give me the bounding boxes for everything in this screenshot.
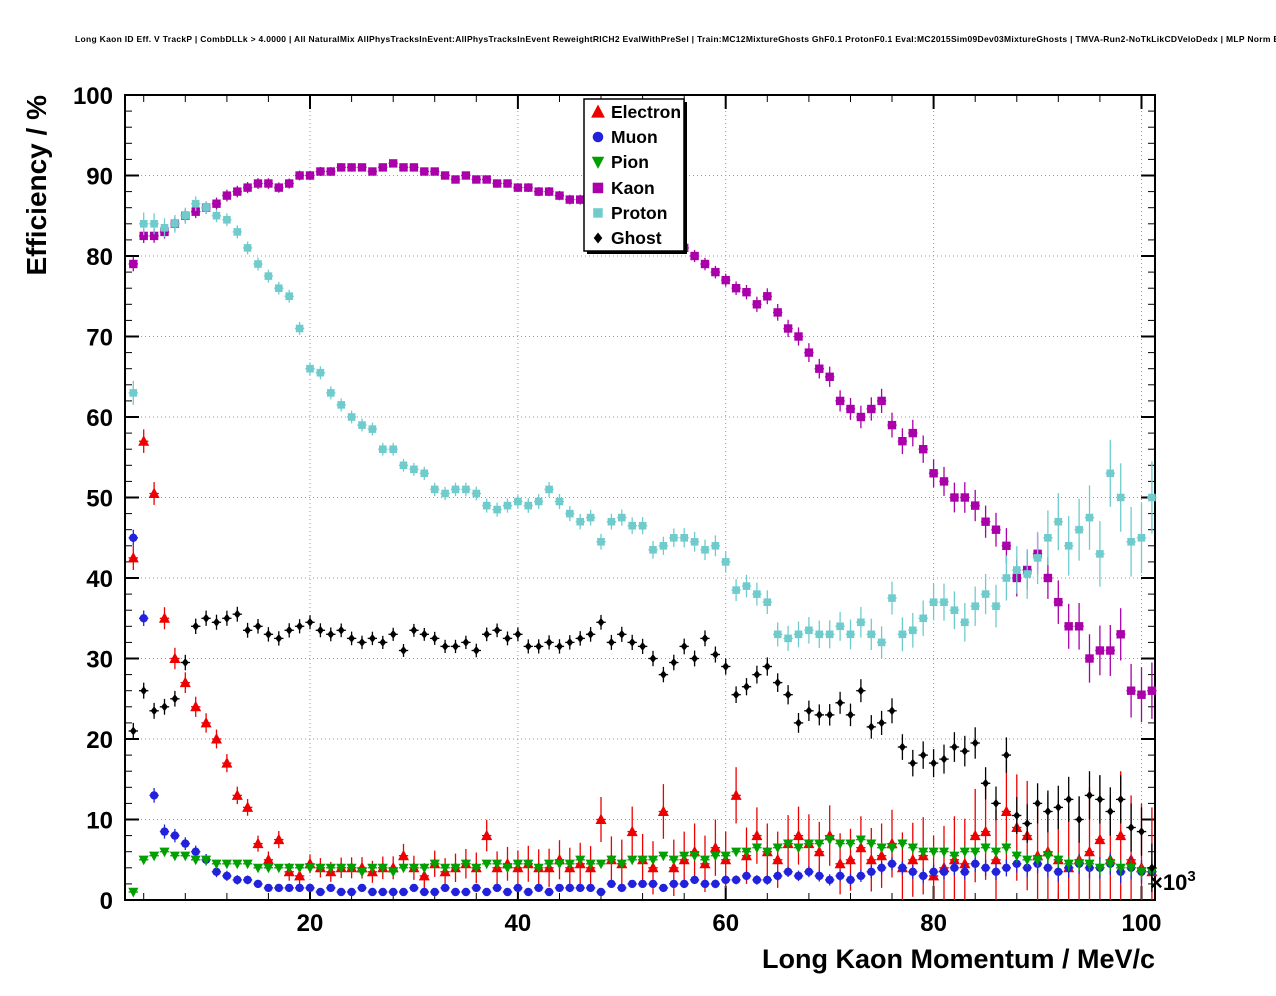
series-proton: [128, 196, 1157, 659]
plot-title: Long Kaon ID Eff. V TrackP | CombDLLk > …: [75, 34, 1276, 44]
data-series: [127, 159, 1158, 900]
y-tick-label: 90: [86, 164, 113, 191]
proton-marker-icon: [593, 208, 603, 218]
legend-box: Electron Muon Pion Kaon Proton Ghost: [583, 98, 687, 254]
legend-label-electron: Electron: [611, 102, 681, 122]
x-tick-label: 80: [920, 910, 947, 937]
legend-entry-proton: Proton: [593, 203, 667, 223]
electron-marker-icon: [591, 104, 605, 118]
y-tick-label: 60: [86, 405, 113, 432]
legend-label-pion: Pion: [611, 152, 649, 172]
legend-entry-muon: Muon: [592, 127, 658, 147]
pion-marker-icon: [591, 156, 605, 169]
series-pion: [128, 835, 1157, 898]
x-axis-label: Long Kaon Momentum / MeV/c: [762, 944, 1155, 974]
y-tick-label: 100: [73, 83, 113, 110]
y-tick-label: 30: [86, 647, 113, 674]
y-tick-label: 70: [86, 325, 113, 352]
legend-label-ghost: Ghost: [611, 228, 662, 248]
legend-frame: [583, 98, 685, 252]
kaon-marker-icon: [592, 182, 604, 194]
x-tick-label: 20: [297, 910, 324, 937]
legend-entry-pion: Pion: [591, 152, 649, 172]
legend-label-proton: Proton: [611, 203, 667, 223]
y-tick-label: 40: [86, 566, 113, 593]
y-tick-label: 10: [86, 808, 113, 835]
series-ghost: [128, 606, 1157, 892]
y-tick-label: 80: [86, 244, 113, 271]
series-muon: [128, 529, 1157, 897]
y-tick-label: 0: [100, 888, 113, 915]
legend-label-muon: Muon: [611, 127, 658, 147]
legend-entry-electron: Electron: [591, 102, 681, 122]
y-tick-label: 20: [86, 727, 113, 754]
axis-tick-labels: 0 10 20 30 40 50 60 70 80 90 100 20 40 60 80 100: [73, 83, 1162, 937]
muon-marker-icon: [592, 131, 604, 143]
y-tick-label: 50: [86, 486, 113, 513]
legend-label-kaon: Kaon: [611, 178, 655, 198]
x-tick-label: 60: [712, 910, 739, 937]
legend-entry-kaon: Kaon: [592, 178, 655, 198]
x-tick-label: 40: [505, 910, 532, 937]
y-axis-label: Efficiency / %: [21, 95, 52, 276]
x-tick-label: 100: [1121, 910, 1161, 937]
x-axis-multiplier: ×103: [1150, 868, 1196, 895]
